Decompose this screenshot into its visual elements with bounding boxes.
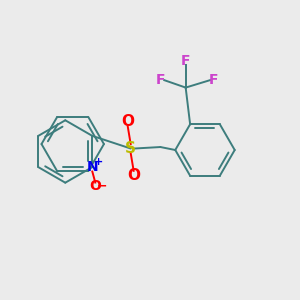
Text: +: + bbox=[94, 157, 104, 167]
Text: F: F bbox=[209, 73, 219, 87]
Text: F: F bbox=[156, 73, 165, 87]
Text: O: O bbox=[127, 168, 140, 183]
Text: O: O bbox=[121, 114, 134, 129]
Text: −: − bbox=[97, 179, 107, 192]
Text: F: F bbox=[181, 54, 190, 68]
Text: S: S bbox=[125, 141, 136, 156]
Text: O: O bbox=[89, 179, 101, 194]
Text: N: N bbox=[86, 160, 98, 174]
